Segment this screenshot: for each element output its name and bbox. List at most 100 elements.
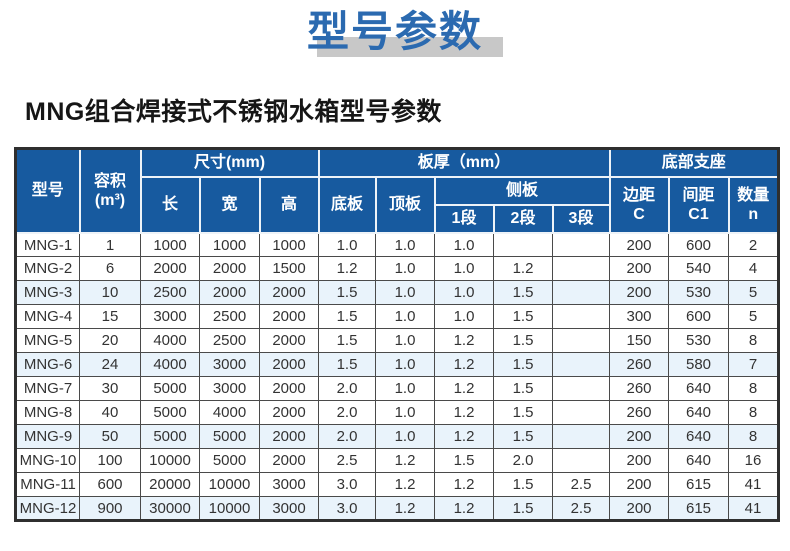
value-cell — [493, 232, 553, 258]
value-cell: 3000 — [199, 376, 260, 402]
value-cell: 2000 — [259, 448, 319, 474]
value-cell: 30000 — [140, 496, 200, 522]
value-cell: 640 — [668, 448, 730, 474]
value-cell: 1.2 — [434, 352, 494, 378]
header-width: 宽 — [198, 175, 261, 234]
value-cell: 1.5 — [318, 304, 376, 330]
page-title: 型号参数 — [306, 8, 483, 55]
header-seg3: 3段 — [551, 203, 611, 234]
value-cell: 3000 — [199, 352, 260, 378]
value-cell — [551, 352, 611, 378]
value-cell: 150 — [609, 328, 670, 354]
table-row: MNG-11 600 20000 10000 3000 3.0 1.2 1.2 1.5 2.5 20… — [15, 472, 780, 498]
value-cell: 600 — [668, 304, 730, 330]
value-cell: 1.5 — [493, 472, 553, 498]
value-cell: 1.5 — [318, 328, 376, 354]
value-cell: 5 — [728, 304, 780, 330]
value-cell: 260 — [609, 352, 670, 378]
value-cell: 615 — [668, 496, 730, 522]
value-cell: 3000 — [259, 496, 319, 522]
value-cell: 640 — [668, 400, 730, 426]
table-body: MNG-1 1 1000 1000 1000 1.0 1.0 1.0 200 600 2 MNG-2 6… — [15, 232, 780, 522]
value-cell: 2500 — [140, 280, 200, 306]
value-cell: 200 — [609, 496, 670, 522]
value-cell: 1.0 — [434, 232, 494, 258]
value-cell: 2000 — [259, 304, 319, 330]
model-cell: MNG-1 — [15, 232, 80, 258]
value-cell: 2.0 — [318, 400, 376, 426]
header-row-2: 长 宽 高 底板 顶板 侧板 边距 C 间距 C1 数量 n — [16, 175, 780, 234]
value-cell: 1.2 — [375, 472, 435, 498]
value-cell: 24 — [79, 352, 141, 378]
value-cell: 100 — [79, 448, 141, 474]
value-cell: 2000 — [259, 352, 319, 378]
value-cell: 16 — [728, 448, 780, 474]
value-cell: 7 — [728, 352, 780, 378]
value-cell: 1.5 — [493, 328, 553, 354]
value-cell: 10000 — [140, 448, 200, 474]
value-cell: 4000 — [140, 328, 200, 354]
value-cell: 1.2 — [375, 448, 435, 474]
value-cell: 1500 — [259, 256, 319, 282]
table-row: MNG-12 900 30000 10000 3000 3.0 1.2 1.2 1.5 2.5 20… — [15, 496, 780, 522]
value-cell: 1.2 — [434, 328, 494, 354]
model-cell: MNG-6 — [15, 352, 80, 378]
header-row-1: 型号 容积 (m³) 尺寸(mm) 板厚（mm） 底部支座 — [14, 147, 780, 234]
table-row: MNG-2 6 2000 2000 1500 1.2 1.0 1.0 1.2 200 540 4 — [15, 256, 780, 282]
title-banner: 型号参数 — [0, 8, 790, 58]
model-cell: MNG-10 — [15, 448, 80, 474]
value-cell: 1.5 — [318, 280, 376, 306]
value-cell: 200 — [609, 280, 670, 306]
value-cell: 200 — [609, 448, 670, 474]
value-cell: 600 — [668, 232, 730, 258]
value-cell: 5000 — [140, 400, 200, 426]
value-cell: 20 — [79, 328, 141, 354]
table-row: MNG-6 24 4000 3000 2000 1.5 1.0 1.2 1.5 260 580 7 — [15, 352, 780, 378]
value-cell: 1.2 — [493, 256, 553, 282]
title-highlight-band — [316, 37, 503, 58]
value-cell: 1.0 — [375, 376, 435, 402]
value-cell: 1000 — [259, 232, 319, 258]
value-cell: 1.0 — [434, 256, 494, 282]
value-cell — [551, 256, 611, 282]
value-cell: 2.5 — [551, 496, 611, 522]
value-cell: 1.0 — [375, 280, 435, 306]
value-cell: 1.2 — [434, 400, 494, 426]
value-cell: 10000 — [199, 496, 260, 522]
value-cell: 4000 — [140, 352, 200, 378]
value-cell: 15 — [79, 304, 141, 330]
value-cell: 1.5 — [493, 304, 553, 330]
value-cell: 1.2 — [434, 496, 494, 522]
table-row: MNG-10 100 10000 5000 2000 2.5 1.2 1.5 2.0 200 640… — [15, 448, 780, 474]
value-cell: 8 — [728, 376, 780, 402]
table-row: MNG-3 10 2500 2000 2000 1.5 1.0 1.0 1.5 200 530 5 — [15, 280, 780, 306]
value-cell: 2.0 — [493, 448, 553, 474]
value-cell: 1.5 — [318, 352, 376, 378]
header-row-3: 1段 2段 3段 — [16, 203, 779, 234]
value-cell: 300 — [609, 304, 670, 330]
value-cell: 1.5 — [434, 448, 494, 474]
value-cell: 2.0 — [318, 376, 376, 402]
value-cell: 2500 — [199, 304, 260, 330]
value-cell: 1 — [79, 232, 141, 258]
value-cell: 2.5 — [551, 472, 611, 498]
table-row: MNG-8 40 5000 4000 2000 2.0 1.0 1.2 1.5 260 640 8 — [15, 400, 780, 426]
value-cell: 5000 — [140, 424, 200, 450]
value-cell: 2.0 — [318, 424, 376, 450]
value-cell: 530 — [668, 328, 730, 354]
value-cell: 1.5 — [493, 280, 553, 306]
value-cell: 1.0 — [375, 304, 435, 330]
value-cell: 900 — [79, 496, 141, 522]
value-cell: 41 — [728, 496, 780, 522]
value-cell: 8 — [728, 400, 780, 426]
value-cell: 1.5 — [493, 376, 553, 402]
value-cell — [551, 304, 611, 330]
value-cell: 2000 — [199, 280, 260, 306]
value-cell: 4000 — [199, 400, 260, 426]
model-cell: MNG-12 — [15, 496, 80, 522]
model-cell: MNG-9 — [15, 424, 80, 450]
value-cell: 41 — [728, 472, 780, 498]
value-cell: 615 — [668, 472, 730, 498]
value-cell: 3.0 — [318, 472, 376, 498]
value-cell — [551, 328, 611, 354]
